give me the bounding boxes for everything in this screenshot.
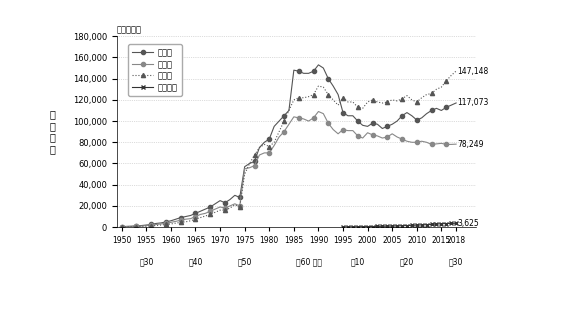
生物農薬 bbox=[345, 225, 352, 229]
生物農薬 bbox=[389, 224, 395, 228]
生物農薬 bbox=[394, 224, 400, 228]
殺虫剤 bbox=[227, 198, 233, 202]
Text: 昭60 平元: 昭60 平元 bbox=[295, 258, 321, 267]
生物農薬 bbox=[403, 224, 410, 228]
生物農薬 bbox=[408, 223, 415, 227]
Text: 147,148: 147,148 bbox=[458, 67, 489, 75]
Text: （百万円）: （百万円） bbox=[117, 25, 142, 34]
殺虫剤 bbox=[448, 103, 454, 107]
Text: 昭50: 昭50 bbox=[237, 258, 252, 267]
殺虫剤 bbox=[143, 223, 150, 227]
生物農薬 bbox=[399, 224, 406, 228]
殺菌剤 bbox=[231, 202, 238, 206]
殺虫剤 bbox=[231, 193, 238, 197]
生物農薬 bbox=[349, 225, 356, 229]
生物農薬 bbox=[384, 224, 391, 228]
殺虫剤 bbox=[182, 215, 189, 218]
生物農薬 bbox=[360, 225, 366, 228]
生物農薬 bbox=[423, 223, 430, 227]
生物農薬 bbox=[340, 225, 346, 229]
生物農薬 bbox=[433, 222, 440, 226]
生物農薬 bbox=[374, 224, 381, 228]
生物農薬 bbox=[428, 223, 435, 226]
Line: 生物農薬: 生物農薬 bbox=[341, 221, 458, 229]
殺菌剤 bbox=[118, 225, 125, 228]
殺菌剤 bbox=[453, 142, 460, 146]
生物農薬 bbox=[414, 223, 420, 227]
殺菌剤 bbox=[310, 116, 317, 120]
Legend: 殺虫剤, 殺菌剤, 除草剤, 生物農薬: 殺虫剤, 殺菌剤, 除草剤, 生物農薬 bbox=[128, 44, 182, 96]
殺菌剤 bbox=[227, 204, 233, 208]
生物農薬 bbox=[418, 223, 425, 227]
Line: 殺虫剤: 殺虫剤 bbox=[120, 63, 458, 229]
除草剤 bbox=[182, 220, 189, 224]
生物農薬 bbox=[364, 225, 371, 228]
除草剤 bbox=[231, 203, 238, 207]
生物農薬 bbox=[379, 224, 386, 228]
殺菌剤 bbox=[315, 110, 322, 113]
殺虫剤 bbox=[310, 69, 317, 73]
生物農薬 bbox=[448, 222, 454, 225]
生物農薬 bbox=[438, 222, 445, 226]
生物農薬 bbox=[354, 225, 361, 229]
Text: 昭30: 昭30 bbox=[139, 258, 153, 267]
除草剤 bbox=[310, 93, 317, 96]
殺菌剤 bbox=[448, 142, 454, 146]
殺菌剤 bbox=[182, 217, 189, 221]
除草剤 bbox=[143, 224, 150, 228]
殺虫剤 bbox=[118, 225, 125, 228]
除草剤 bbox=[453, 69, 460, 73]
生物農薬 bbox=[453, 221, 460, 225]
除草剤 bbox=[118, 225, 125, 229]
Y-axis label: 生
産
金
額: 生 産 金 額 bbox=[49, 109, 55, 154]
除草剤 bbox=[227, 206, 233, 210]
Text: 平30: 平30 bbox=[449, 258, 463, 267]
Text: 平20: 平20 bbox=[400, 258, 414, 267]
Text: 平10: 平10 bbox=[350, 258, 365, 267]
生物農薬 bbox=[443, 222, 450, 225]
Line: 除草剤: 除草剤 bbox=[120, 69, 458, 229]
除草剤 bbox=[162, 223, 169, 226]
Text: 昭40: 昭40 bbox=[189, 258, 203, 267]
Text: 117,073: 117,073 bbox=[458, 99, 489, 107]
殺虫剤 bbox=[453, 101, 460, 105]
殺虫剤 bbox=[315, 63, 322, 67]
生物農薬 bbox=[369, 225, 376, 228]
Line: 殺菌剤: 殺菌剤 bbox=[120, 110, 458, 229]
Text: 3,625: 3,625 bbox=[458, 219, 479, 228]
Text: 78,249: 78,249 bbox=[458, 140, 484, 149]
殺菌剤 bbox=[143, 224, 150, 228]
